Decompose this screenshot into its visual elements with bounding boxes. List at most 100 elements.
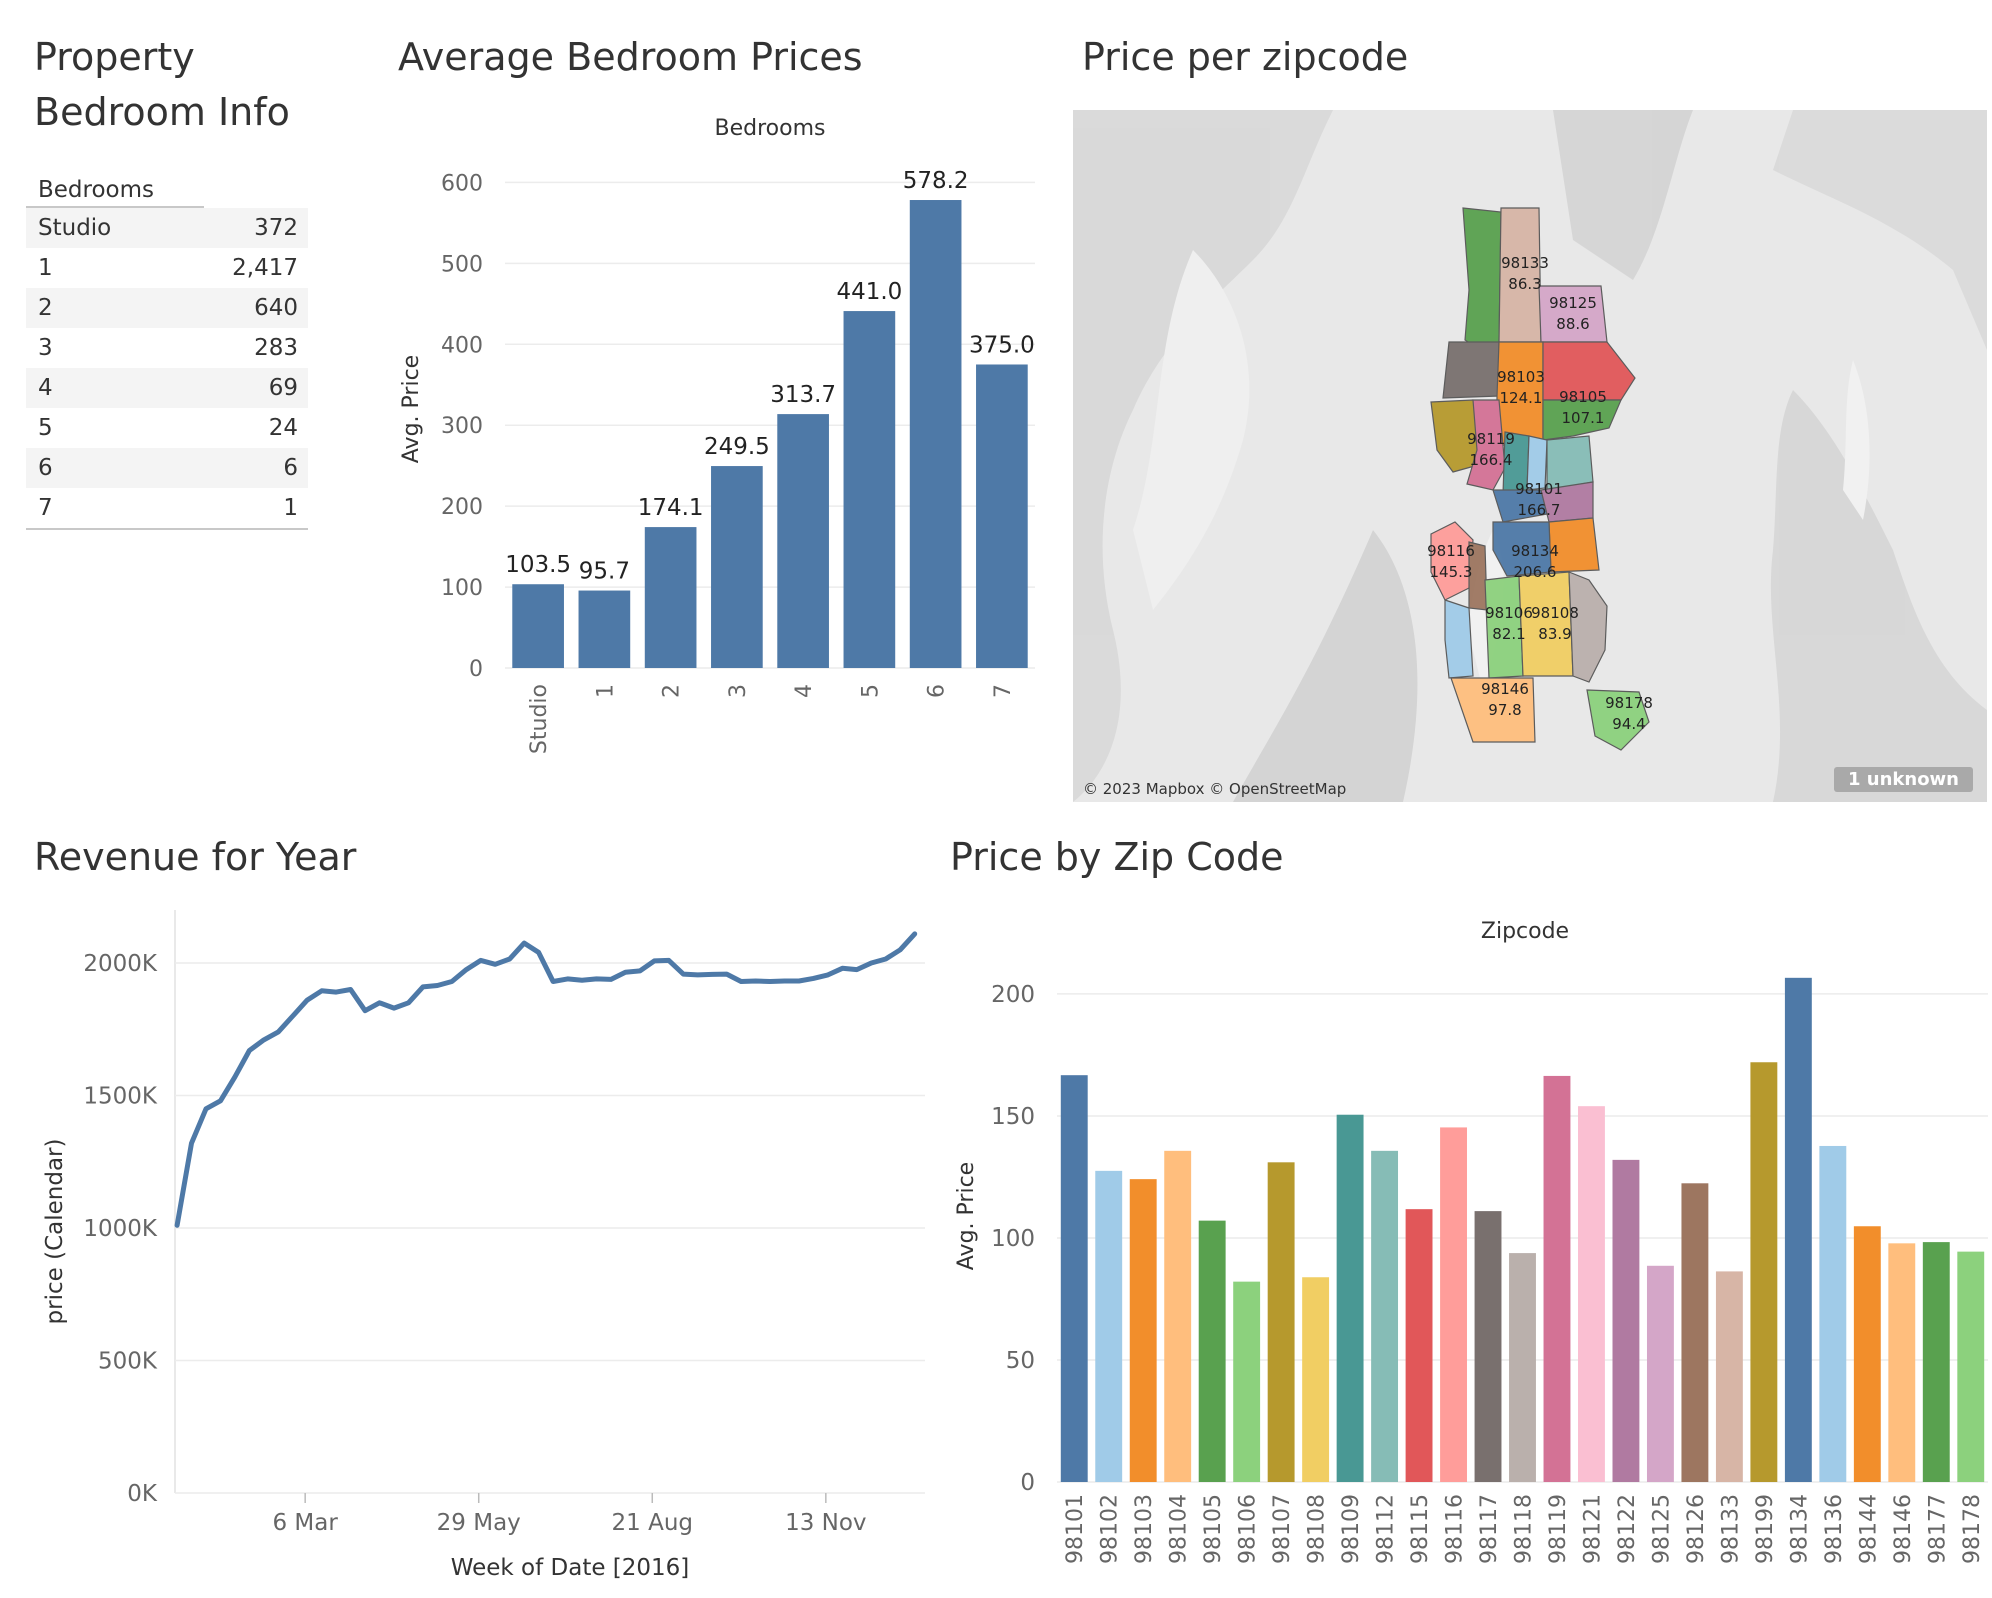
zip-code: 98101 — [1515, 480, 1563, 498]
bar[interactable] — [1888, 1243, 1916, 1482]
zip-label: 98108 83.9 — [1531, 604, 1579, 643]
bar[interactable] — [1474, 1211, 1502, 1482]
data-label: 95.7 — [579, 559, 630, 585]
revenue-line[interactable] — [174, 931, 918, 1228]
unknown-badge[interactable]: 1 unknown — [1833, 767, 1973, 792]
zip-code: 98146 — [1481, 680, 1529, 698]
x-tick-label: 98116 — [1443, 1494, 1468, 1564]
zip-code: 98133 — [1501, 254, 1549, 272]
bar[interactable] — [1302, 1277, 1330, 1482]
x-tick-label: 98117 — [1477, 1494, 1502, 1564]
bar[interactable] — [1060, 1075, 1088, 1482]
table-row[interactable]: Studio 372 — [26, 208, 308, 248]
x-tick-label: 5 — [858, 684, 883, 698]
x-tick-label: 3 — [726, 684, 751, 698]
zip-label: 98178 94.4 — [1605, 694, 1653, 733]
revenue-title: Revenue for Year — [34, 835, 357, 879]
bar[interactable] — [1440, 1127, 1467, 1482]
bar[interactable] — [1371, 1150, 1399, 1482]
bar[interactable] — [1853, 1226, 1881, 1482]
table-row[interactable]: 2 640 — [26, 288, 308, 328]
table-title: Property Bedroom Info — [34, 35, 290, 135]
x-tick-label: 98115 — [1408, 1494, 1433, 1564]
bar[interactable] — [1715, 1271, 1743, 1482]
x-axis-label: Week of Date [2016] — [451, 1555, 690, 1581]
bar[interactable] — [1095, 1170, 1123, 1482]
bar[interactable] — [512, 584, 564, 668]
bar[interactable] — [578, 590, 631, 668]
zip-code: 98106 — [1485, 604, 1533, 622]
bedroom-label: 2 — [38, 295, 53, 321]
zip-98134 — [1492, 521, 1552, 577]
table-row[interactable]: 4 69 — [26, 368, 308, 408]
bar[interactable] — [1405, 1209, 1433, 1482]
data-label: 441.0 — [836, 279, 902, 305]
y-tick-label: 100 — [441, 576, 483, 601]
zip-label: 98125 88.6 — [1549, 294, 1597, 333]
zip-price: 107.1 — [1562, 409, 1605, 427]
x-tick-label: 98119 — [1546, 1494, 1571, 1564]
bar[interactable] — [711, 466, 763, 668]
data-label: 103.5 — [505, 552, 571, 578]
bar[interactable] — [976, 364, 1028, 668]
zip-98117 — [1442, 341, 1500, 399]
bar[interactable] — [1750, 1062, 1778, 1482]
x-tick-label: 98105 — [1201, 1494, 1226, 1564]
table-row[interactable]: 1 2,417 — [26, 248, 308, 288]
zip-98102 — [1526, 435, 1548, 491]
bar[interactable] — [1198, 1220, 1226, 1482]
zip-code: 98103 — [1497, 368, 1545, 386]
x-tick-label: 13 Nov — [785, 1510, 866, 1536]
bar[interactable] — [843, 311, 896, 668]
data-label: 313.7 — [770, 382, 836, 408]
bar[interactable] — [1681, 1183, 1709, 1482]
y-tick-label: 1500K — [83, 1084, 158, 1110]
bar[interactable] — [1957, 1251, 1985, 1482]
bar[interactable] — [1646, 1265, 1674, 1482]
table-row[interactable]: 3 283 — [26, 328, 308, 368]
bar[interactable] — [1233, 1281, 1261, 1482]
x-tick-label: 29 May — [437, 1510, 521, 1536]
x-tick-label: 98125 — [1649, 1494, 1674, 1564]
y-tick-label: 500K — [98, 1349, 158, 1375]
table-row[interactable]: 5 24 — [26, 408, 308, 448]
bar[interactable] — [1336, 1114, 1364, 1482]
zip-price: 145.3 — [1430, 563, 1473, 581]
x-tick-label: 1 — [593, 684, 618, 698]
bar[interactable] — [1509, 1253, 1536, 1482]
zip-regions — [1430, 207, 1650, 751]
zip-price-chart: Zipcode 0 50 100 150 200 Avg. Price 98101 98102 9… — [954, 919, 1988, 1564]
bedroom-label: 1 — [38, 255, 53, 281]
bar[interactable] — [1612, 1159, 1640, 1482]
x-tick-label: 2 — [660, 684, 685, 698]
zip-98178 — [1586, 689, 1650, 751]
data-label: 375.0 — [969, 332, 1035, 358]
zip-98177 — [1462, 207, 1502, 349]
bar[interactable] — [909, 200, 962, 668]
bar[interactable] — [1129, 1179, 1157, 1482]
zipcode-map[interactable]: 98133 86.3 98125 88.6 98103 124.1 98105 107.1 98… — [1073, 110, 1987, 802]
bar[interactable] — [1164, 1150, 1192, 1482]
listing-count: 283 — [254, 335, 298, 361]
bar[interactable] — [1543, 1075, 1571, 1482]
zip-price: 124.1 — [1500, 389, 1543, 407]
bed-chart-header: Bedrooms — [715, 116, 826, 141]
zip-98146 — [1450, 677, 1536, 743]
table-header: Bedrooms — [26, 170, 204, 208]
zip-code: 98125 — [1549, 294, 1597, 312]
bar[interactable] — [1578, 1106, 1605, 1482]
map-attribution[interactable]: © 2023 Mapbox © OpenStreetMap — [1083, 780, 1346, 798]
listing-count: 372 — [254, 215, 298, 241]
bar[interactable] — [777, 414, 829, 668]
bar[interactable] — [1819, 1145, 1847, 1482]
bar[interactable] — [1922, 1242, 1950, 1482]
bar[interactable] — [1784, 977, 1812, 1482]
bar[interactable] — [644, 527, 697, 668]
x-tick-label: 98134 — [1787, 1494, 1812, 1564]
x-tick-label: 98109 — [1339, 1494, 1364, 1564]
bar[interactable] — [1267, 1162, 1295, 1482]
listing-count: 6 — [283, 455, 298, 481]
zip-label: 98105 107.1 — [1559, 388, 1607, 427]
